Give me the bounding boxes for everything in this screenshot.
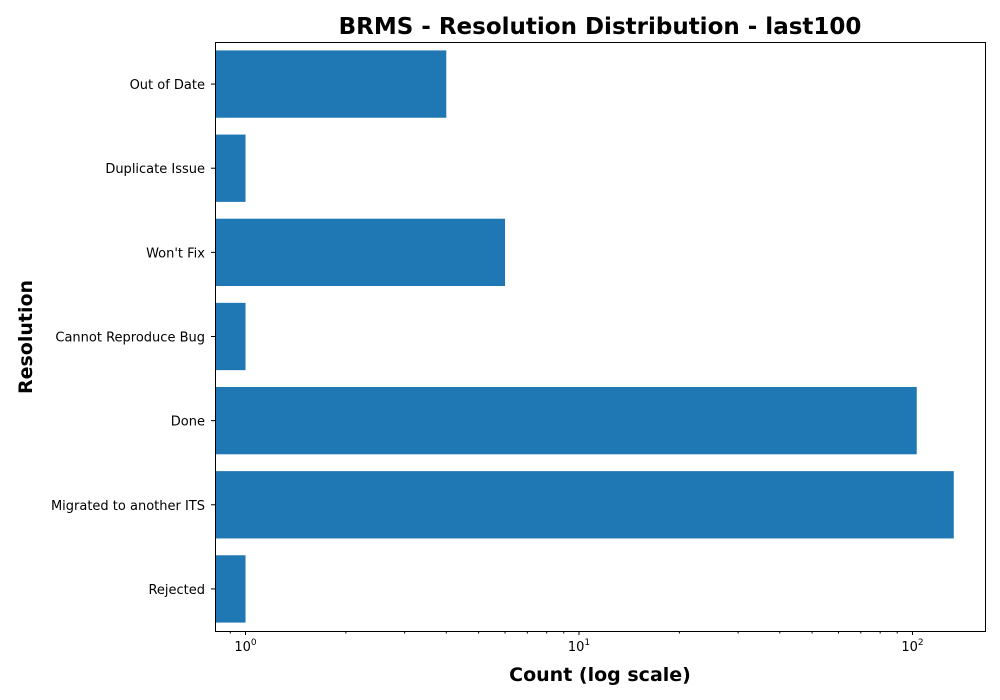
x-tick-label-base: 10 [568, 640, 585, 655]
x-axis-label: Count (log scale) [509, 664, 691, 686]
x-tick-label-exponent: 0 [251, 638, 257, 648]
y-axis-label: Resolution [15, 280, 37, 394]
y-tick-label-migrated-to-another-its: Migrated to another ITS [51, 499, 205, 514]
bar-migrated-to-another-its [215, 471, 954, 539]
y-tick-label-duplicate-issue: Duplicate Issue [105, 162, 205, 177]
x-tick-label-exponent: 2 [918, 638, 924, 648]
x-tick-label-base: 10 [234, 640, 251, 655]
chart-title: BRMS - Resolution Distribution - last100 [339, 14, 862, 40]
bar-done [215, 386, 917, 455]
x-tick-label: 101 [568, 638, 590, 655]
x-axis-ticks: 100 101 102 [229, 631, 924, 655]
y-axis-ticks: Out of Date Duplicate Issue Won't Fix Canno… [51, 78, 215, 598]
x-tick-label-exponent: 1 [584, 638, 590, 648]
x-tick-label-base: 10 [901, 640, 918, 655]
bar-won-t-fix [215, 218, 506, 287]
x-tick-label: 102 [901, 638, 923, 655]
bar-out-of-date [215, 50, 447, 118]
bars-group [215, 50, 954, 623]
y-tick-label-won-t-fix: Won't Fix [146, 246, 205, 261]
bar-cannot-reproduce-bug [215, 302, 246, 371]
plot-frame [215, 42, 986, 632]
x-tick-label: 100 [234, 638, 257, 655]
y-tick-label-done: Done [171, 415, 205, 430]
bar-rejected [215, 555, 246, 623]
y-tick-label-cannot-reproduce-bug: Cannot Reproduce Bug [55, 331, 205, 346]
y-tick-label-rejected: Rejected [148, 583, 205, 598]
y-tick-label-out-of-date: Out of Date [130, 78, 205, 93]
bar-duplicate-issue [215, 134, 246, 202]
